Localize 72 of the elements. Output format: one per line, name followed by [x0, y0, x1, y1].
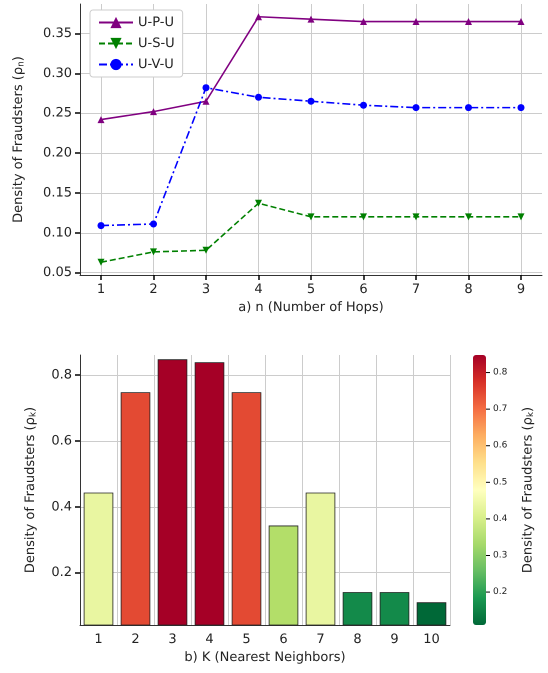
color-bar-label: 0.2: [493, 587, 508, 598]
x-tick-label: 8: [353, 632, 362, 647]
color-bar-label: 0.7: [493, 404, 508, 414]
x-tick-label: 2: [149, 282, 158, 297]
point: [360, 102, 367, 109]
x-tick-label: 2: [131, 632, 140, 647]
x-tick-label: 1: [96, 282, 106, 297]
point: [412, 104, 420, 112]
point: [465, 213, 472, 220]
x-tick-label: 3: [202, 282, 210, 297]
y-tick-label: 0.4: [51, 499, 72, 514]
point: [308, 98, 314, 105]
y-tick-label: 0.8: [51, 368, 72, 383]
point: [518, 213, 524, 220]
point: [98, 222, 104, 230]
legend-label: U-V-U: [138, 57, 174, 72]
x-axis-title: a) n (Number of Hops): [238, 300, 384, 315]
y-tick-label: 0.2: [51, 565, 72, 580]
x-axis-title: b) K (Nearest Neighbors): [184, 650, 346, 665]
legend-label: U-S-U: [138, 36, 175, 51]
color-bar-label: 0.8: [493, 368, 508, 378]
point: [412, 213, 420, 220]
point: [255, 13, 262, 20]
color-bar-label: 0.3: [493, 550, 508, 560]
x-tick-label: 5: [242, 632, 251, 647]
point: [150, 248, 157, 256]
x-tick-label: 10: [423, 632, 440, 647]
y-tick-label: 0.15: [43, 185, 72, 200]
color-bar-title: Density of Fraudsters (ρk): [520, 406, 536, 574]
x-tick-label: 1: [94, 632, 103, 647]
x-tick-label: 4: [254, 282, 263, 297]
y-tick-label: 0.10: [43, 225, 72, 240]
x-tick-label: 4: [205, 632, 214, 647]
x-tick-label: 3: [168, 632, 177, 647]
y-axis-title: Density of Fraudsters (ρk): [23, 406, 38, 574]
point: [255, 200, 262, 207]
color-bar-label: 0.6: [493, 440, 508, 451]
point: [308, 16, 314, 23]
point: [518, 18, 524, 26]
point: [360, 213, 367, 220]
legend-label: U-P-U: [138, 15, 174, 30]
color-bar-label: 0.5: [493, 477, 508, 488]
point: [150, 108, 157, 116]
y-tick-label: 0.6: [51, 433, 72, 448]
color-bar-label: 0.4: [493, 514, 508, 524]
x-tick-label: 7: [316, 632, 325, 647]
x-tick-label: 6: [279, 632, 288, 647]
point: [465, 18, 472, 26]
point: [360, 18, 367, 26]
x-tick-label: 9: [516, 282, 526, 297]
x-tick-label: 6: [359, 282, 368, 297]
point: [202, 98, 210, 105]
point: [202, 246, 210, 254]
y-tick-label: 0.30: [43, 66, 72, 81]
point: [98, 116, 104, 124]
x-tick-label: 5: [306, 282, 316, 297]
point: [412, 18, 420, 26]
point: [518, 104, 524, 112]
y-tick-label: 0.20: [43, 146, 72, 161]
x-tick-label: 8: [464, 282, 473, 297]
point: [465, 104, 472, 112]
x-tick-label: 7: [412, 282, 420, 297]
y-tick-label: 0.05: [43, 265, 72, 280]
point: [98, 258, 104, 266]
x-tick-label: 9: [390, 632, 399, 647]
point: [308, 213, 314, 220]
point: [150, 220, 157, 228]
y-axis-title: Density of Fraudsters (ρn): [11, 56, 26, 223]
y-tick-label: 0.25: [43, 106, 72, 121]
y-tick-label: 0.35: [43, 26, 72, 41]
point: [202, 84, 210, 92]
point: [255, 94, 262, 101]
